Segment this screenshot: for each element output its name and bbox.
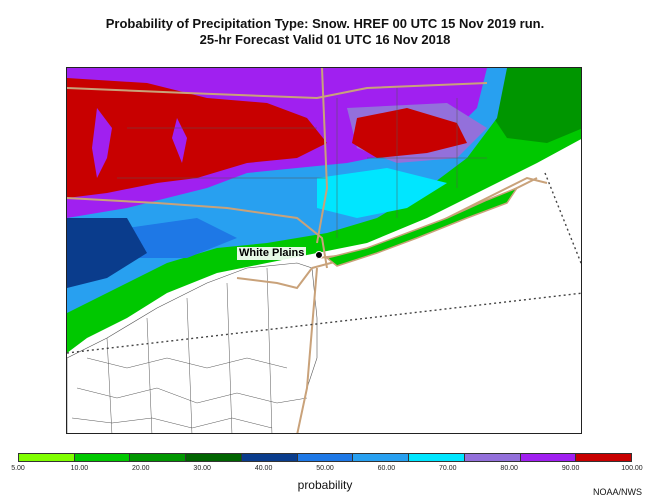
white-plains-label: White Plains (237, 247, 307, 260)
long-island (325, 186, 519, 267)
colorbar-tick-label: 50.00 (316, 465, 334, 472)
colorbar-tick-label: 60.00 (377, 465, 396, 472)
map-title-line1: Probability of Precipitation Type: Snow.… (105, 16, 545, 31)
colorbar-segment (464, 454, 521, 461)
colorbar-segment (520, 454, 577, 461)
colorbar-segment (186, 454, 242, 461)
colorbar-tick-label: 40.00 (254, 465, 273, 472)
dotted-grid-lines (67, 172, 581, 354)
colorbar-segment (297, 454, 354, 461)
credit-text: NOAA/NWS (592, 487, 642, 497)
colorbar-segment (74, 454, 131, 461)
colorbar-segment (576, 454, 632, 461)
colorbar-tick-label: 30.00 (193, 465, 211, 472)
forecast-map: White Plains (66, 67, 582, 434)
colorbar-title: probability (297, 478, 353, 492)
probability-colorbar (18, 453, 632, 462)
colorbar-tick-label: 90.00 (561, 465, 580, 472)
map-title-line2: 25-hr Forecast Valid 01 UTC 16 Nov 2018 (199, 32, 451, 47)
colorbar-tick-label: 10.00 (70, 465, 89, 472)
colorbar-ticks: 5.00 10.00 20.00 30.00 40.00 50.00 60.00 70.00 8… (11, 465, 643, 475)
colorbar-tick-label: 20.00 (132, 465, 150, 472)
colorbar-segment (409, 454, 465, 461)
colorbar-segment (130, 454, 187, 461)
colorbar-segment (19, 454, 75, 461)
map-canvas (67, 68, 581, 433)
colorbar-segment (353, 454, 410, 461)
white-plains-dot (315, 251, 323, 259)
colorbar-tick-label: 5.00 (11, 465, 25, 472)
colorbar-tick-label: 100.00 (621, 465, 643, 472)
colorbar-segment (241, 454, 298, 461)
colorbar-tick-label: 80.00 (500, 465, 518, 472)
county-lines (71, 88, 487, 433)
colorbar-tick-label: 70.00 (439, 465, 457, 472)
